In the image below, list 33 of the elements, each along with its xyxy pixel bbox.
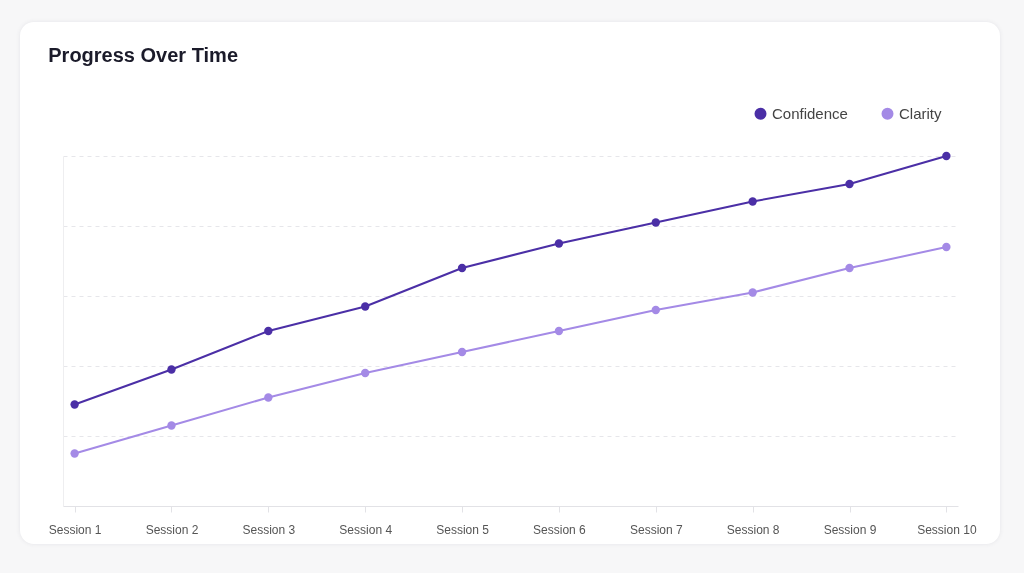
x-tick-label: Session 4 bbox=[339, 522, 393, 537]
point bbox=[457, 263, 467, 273]
point bbox=[651, 305, 660, 315]
x-tick-label: Session 9 bbox=[823, 522, 877, 537]
x-tick-label: Session 7 bbox=[629, 522, 683, 537]
x-tick-label: Session 2 bbox=[145, 522, 199, 537]
point bbox=[167, 421, 176, 430]
point bbox=[942, 242, 951, 252]
point bbox=[361, 368, 370, 378]
point bbox=[845, 179, 854, 189]
point bbox=[748, 197, 757, 206]
point bbox=[942, 151, 951, 161]
point bbox=[70, 400, 79, 409]
point bbox=[457, 347, 467, 357]
legend-label: Confidence bbox=[772, 104, 848, 122]
x-tick-label: Session 8 bbox=[726, 522, 780, 537]
point bbox=[651, 218, 660, 227]
point bbox=[554, 239, 564, 248]
chart-title: Progress Over Time bbox=[48, 44, 239, 66]
point bbox=[167, 365, 176, 374]
x-tick-label: Session 3 bbox=[242, 522, 296, 537]
x-tick-label: Session 10 bbox=[917, 522, 977, 537]
point bbox=[264, 393, 273, 402]
point bbox=[361, 302, 370, 311]
x-tick-label: Session 1 bbox=[48, 522, 102, 537]
point bbox=[554, 326, 564, 336]
legend-label: Clarity bbox=[899, 104, 942, 122]
point bbox=[70, 449, 79, 458]
point bbox=[264, 326, 273, 336]
point bbox=[845, 263, 854, 273]
x-tick-label: Session 5 bbox=[436, 522, 490, 537]
point bbox=[748, 288, 757, 297]
x-tick-label: Session 6 bbox=[533, 522, 587, 537]
